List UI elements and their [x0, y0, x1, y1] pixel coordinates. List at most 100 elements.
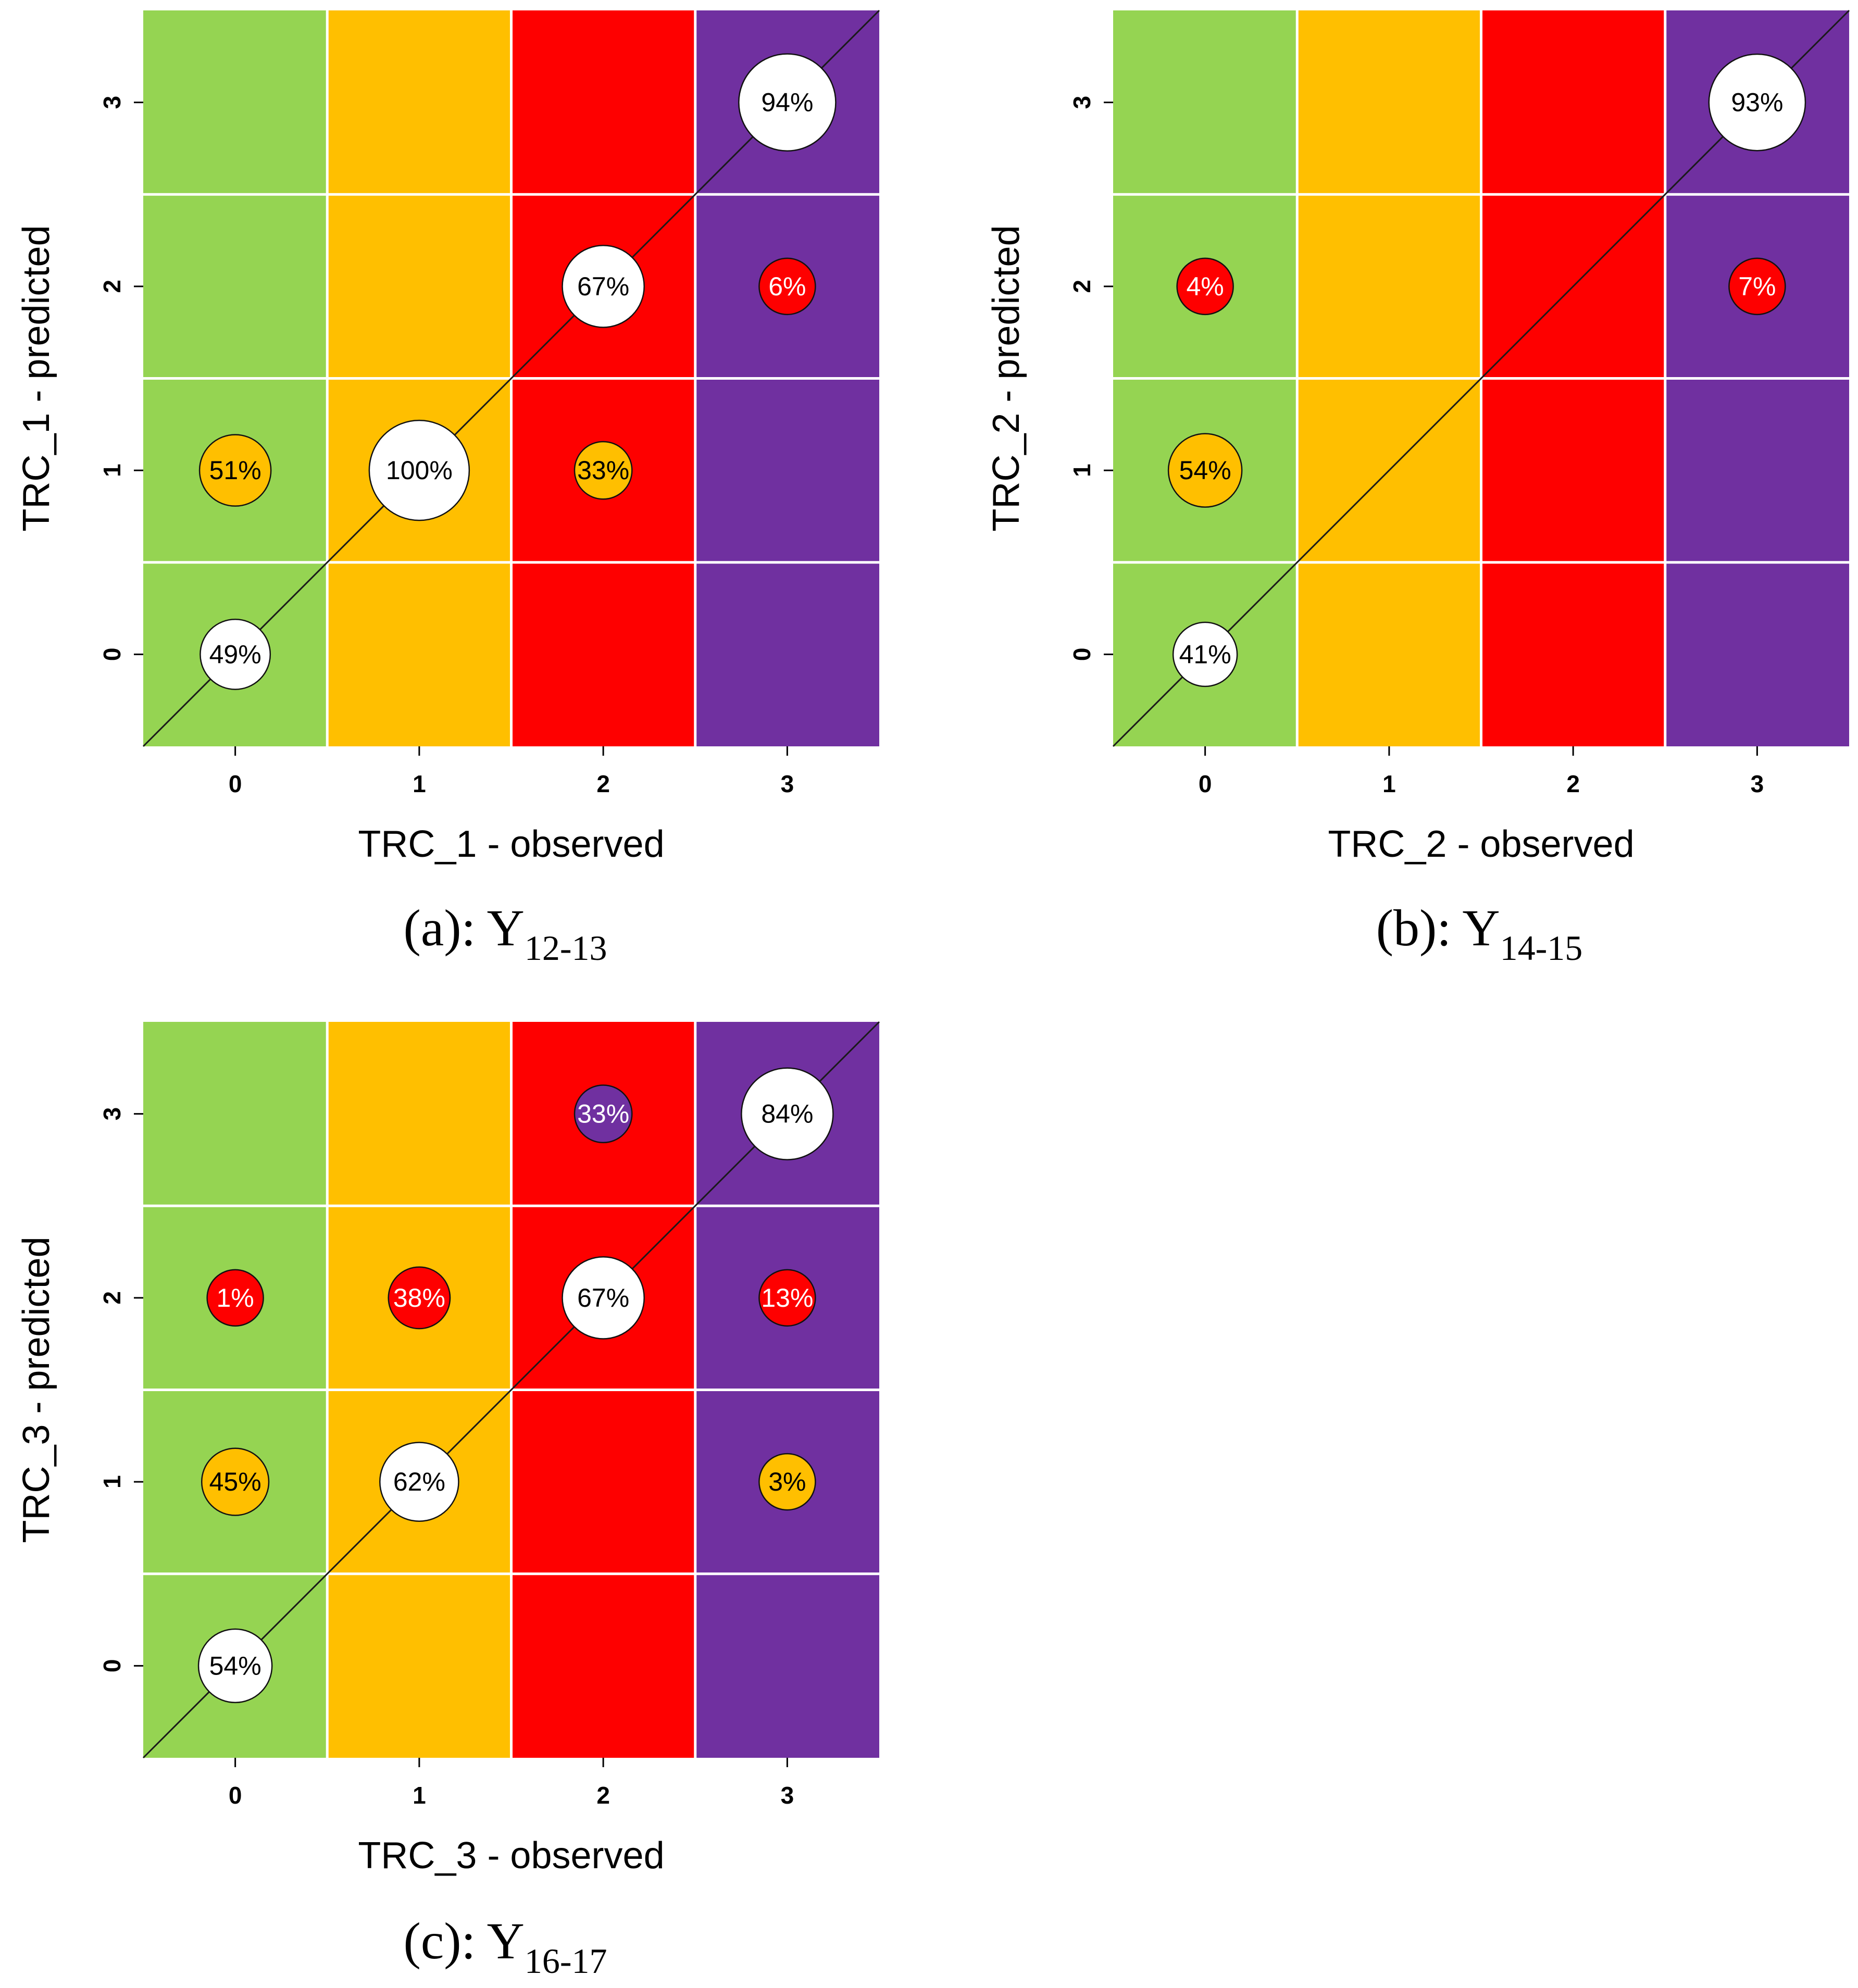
- bubble-label: 7%: [1738, 272, 1776, 301]
- bubble: 100%: [368, 419, 470, 521]
- bubble: 62%: [379, 1442, 459, 1522]
- x-tick-label: 3: [1751, 770, 1764, 797]
- x-tick-label: 3: [781, 770, 794, 797]
- bubble-circle: [1172, 621, 1238, 687]
- panel-caption: (a): Y12-13: [404, 899, 607, 968]
- caption-main: (a): Y: [404, 899, 525, 957]
- bubble-label: 13%: [761, 1283, 813, 1312]
- x-tick-label: 2: [1566, 770, 1580, 797]
- y-tick-label: 0: [98, 648, 126, 661]
- bubble-circle: [1176, 257, 1234, 316]
- bubble-circle: [741, 1067, 834, 1160]
- bubble: 93%: [1708, 53, 1806, 152]
- bubble: 38%: [388, 1266, 451, 1330]
- bubble-circle: [573, 441, 633, 500]
- x-tick-label: 2: [596, 1782, 610, 1809]
- bubble-label: 62%: [393, 1467, 445, 1496]
- bubble-circle: [197, 1628, 273, 1704]
- bubble-label: 45%: [209, 1467, 261, 1496]
- bubble: 41%: [1172, 621, 1238, 687]
- caption-main: (c): Y: [404, 1912, 525, 1970]
- y-tick-label: 1: [98, 464, 126, 477]
- bubble: 54%: [197, 1628, 273, 1704]
- y-axis-title: TRC_1 - predicted: [16, 225, 57, 531]
- bubble-label: 38%: [393, 1283, 445, 1312]
- y-axis-title: TRC_3 - predicted: [16, 1236, 57, 1543]
- bubble-label: 94%: [761, 88, 813, 117]
- y-tick-label: 2: [1068, 280, 1095, 293]
- y-tick-label: 3: [98, 96, 126, 109]
- bubble-circle: [368, 419, 470, 521]
- y-tick-label: 2: [98, 1291, 126, 1305]
- x-axis-title: TRC_1 - observed: [358, 823, 664, 865]
- x-axis-title: TRC_2 - observed: [1328, 823, 1634, 865]
- bubble-label: 3%: [768, 1467, 806, 1496]
- panel-b: 0 1 2 3 0 1 2 3 TRC_2 - observed TRC_2 - predicte…: [986, 9, 1850, 968]
- bubble: 3%: [758, 1453, 816, 1511]
- x-tick-label: 0: [229, 770, 242, 797]
- bubble: 33%: [573, 441, 633, 500]
- x-tick-label: 3: [781, 1782, 794, 1809]
- x-tick-label: 2: [596, 770, 610, 797]
- panel-c: 0 1 2 3 0 1 2 3 TRC_3 - observed TRC_3 - predicte…: [16, 1021, 880, 1981]
- x-tick-label: 0: [229, 1782, 242, 1809]
- bubble-label: 51%: [209, 456, 261, 485]
- bubble: 54%: [1167, 433, 1243, 508]
- bubble: 45%: [201, 1447, 270, 1516]
- panel-a: 0 1 2 3 0 1 2 3 TRC_1 - observed TRC_1 - predicte…: [16, 9, 880, 968]
- caption-main: (b): Y: [1376, 899, 1500, 957]
- bubble-label: 49%: [209, 640, 261, 669]
- bubble-circle: [199, 618, 271, 690]
- y-tick-label: 0: [98, 1659, 126, 1673]
- x-tick-label: 1: [413, 1782, 426, 1809]
- bubble-circle: [758, 257, 816, 316]
- bubble: 6%: [758, 257, 816, 316]
- bubble: 33%: [573, 1084, 633, 1144]
- bubble-label: 93%: [1731, 88, 1783, 117]
- bubble-circle: [1167, 433, 1243, 508]
- bubble: 13%: [758, 1269, 816, 1327]
- x-tick-label: 1: [1382, 770, 1396, 797]
- y-tick-label: 1: [1068, 464, 1095, 477]
- bubble: 67%: [562, 1256, 645, 1340]
- bubble-label: 1%: [216, 1283, 254, 1312]
- bubble-circle: [573, 1084, 633, 1144]
- x-axis-title: TRC_3 - observed: [358, 1835, 664, 1877]
- bubble-circle: [758, 1269, 816, 1327]
- bubble-label: 6%: [768, 272, 806, 301]
- bubble-label: 33%: [577, 456, 629, 485]
- x-tick-label: 1: [413, 770, 426, 797]
- bubble-label: 67%: [577, 1283, 629, 1312]
- bubble-circle: [562, 245, 645, 328]
- bubble-circle: [201, 1447, 270, 1516]
- bubble-label: 33%: [577, 1099, 629, 1129]
- bubble: 1%: [206, 1269, 264, 1327]
- bubble-circle: [388, 1266, 451, 1330]
- bubble: 49%: [199, 618, 271, 690]
- bubble-label: 41%: [1179, 640, 1231, 669]
- bubble-circle: [758, 1453, 816, 1511]
- caption-subscript: 12-13: [525, 928, 607, 968]
- bubble: 4%: [1176, 257, 1234, 316]
- caption-subscript: 16-17: [525, 1941, 607, 1981]
- bubble: 84%: [741, 1067, 834, 1160]
- bubble-circle: [738, 53, 837, 152]
- y-tick-label: 3: [1068, 96, 1095, 109]
- bubble: 67%: [562, 245, 645, 328]
- bubble-circle: [379, 1442, 459, 1522]
- bubble-circle: [1728, 257, 1786, 316]
- bubble-label: 54%: [1179, 456, 1231, 485]
- bubble-circle: [198, 434, 272, 507]
- bubble-circle: [562, 1256, 645, 1340]
- bubble-circle: [206, 1269, 264, 1327]
- y-tick-label: 3: [98, 1107, 126, 1121]
- bubble: 51%: [198, 434, 272, 507]
- y-tick-label: 1: [98, 1475, 126, 1489]
- y-tick-label: 2: [98, 280, 126, 293]
- x-tick-label: 0: [1199, 770, 1212, 797]
- y-axis-title: TRC_2 - predicted: [986, 225, 1027, 531]
- panel-caption: (b): Y14-15: [1376, 899, 1583, 968]
- panel-caption: (c): Y16-17: [404, 1912, 607, 1981]
- bubble-label: 4%: [1186, 272, 1224, 301]
- bubble-circle: [1708, 53, 1806, 152]
